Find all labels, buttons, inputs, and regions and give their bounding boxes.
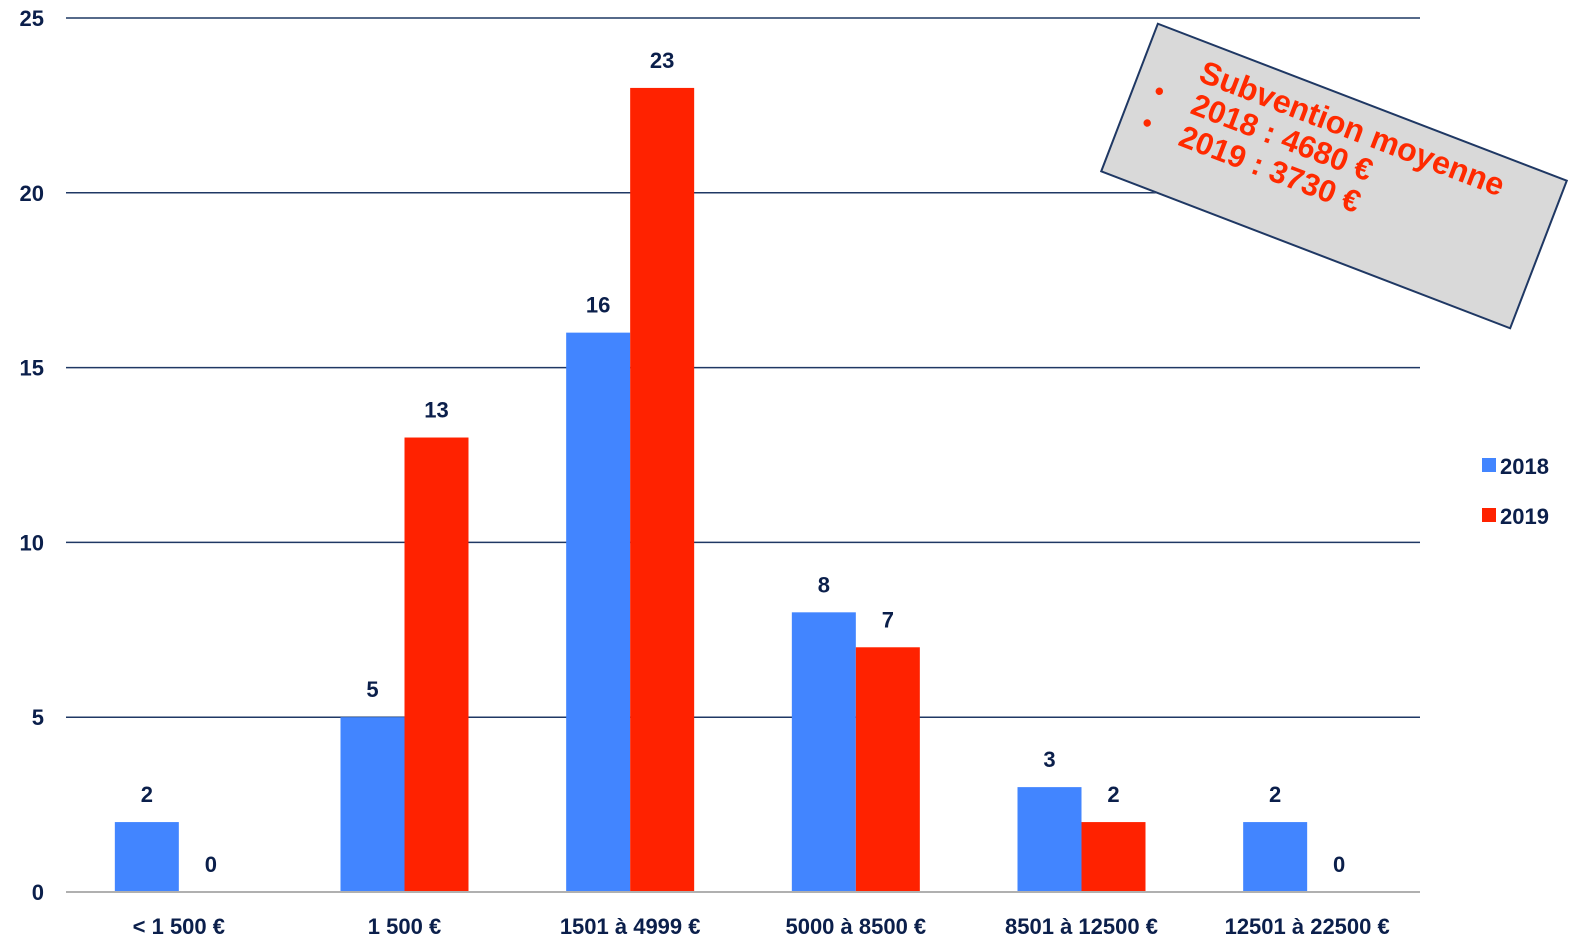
y-tick-label: 10 bbox=[20, 530, 44, 555]
data-label-2019: 7 bbox=[882, 607, 894, 632]
legend: 2018 2019 bbox=[1482, 454, 1549, 529]
bar-2018 bbox=[1017, 787, 1082, 892]
bullet-icon: • bbox=[1137, 106, 1157, 139]
data-label-2019: 0 bbox=[205, 852, 217, 877]
bar-2018 bbox=[114, 822, 179, 892]
x-tick-label: < 1 500 € bbox=[133, 914, 225, 939]
bar-2019 bbox=[630, 87, 695, 893]
legend-swatch-2018 bbox=[1482, 458, 1496, 472]
y-tick-label: 25 bbox=[20, 6, 44, 31]
bar-2019 bbox=[404, 437, 469, 892]
bar-2018 bbox=[340, 717, 405, 892]
data-label-2019: 0 bbox=[1333, 852, 1345, 877]
data-label-2019: 2 bbox=[1107, 782, 1119, 807]
bar-2018 bbox=[1243, 822, 1308, 892]
data-label-2018: 16 bbox=[586, 293, 610, 318]
x-tick-label: 12501 à 22500 € bbox=[1225, 914, 1390, 939]
data-label-2018: 5 bbox=[366, 677, 378, 702]
bar-2018 bbox=[791, 612, 856, 892]
x-tick-label: 5000 à 8500 € bbox=[785, 914, 926, 939]
x-tick-label: 1 500 € bbox=[368, 914, 441, 939]
data-label-2018: 3 bbox=[1043, 747, 1055, 772]
y-tick-label: 15 bbox=[20, 356, 44, 381]
data-labels: 2 0 5 13 16 23 8 7 3 2 2 0 bbox=[141, 48, 1346, 877]
bullet-icon: • bbox=[1149, 75, 1170, 107]
legend-label-2018: 2018 bbox=[1500, 454, 1549, 479]
x-tick-label: 1501 à 4999 € bbox=[560, 914, 701, 939]
x-tick-label: 8501 à 12500 € bbox=[1005, 914, 1158, 939]
y-tick-label: 0 bbox=[32, 880, 44, 905]
y-tick-label: 20 bbox=[20, 181, 44, 206]
y-tick-label: 5 bbox=[32, 705, 44, 730]
data-label-2019: 13 bbox=[424, 398, 448, 423]
bar-2019 bbox=[1081, 822, 1146, 892]
bar-2019 bbox=[855, 647, 920, 892]
legend-swatch-2019 bbox=[1482, 508, 1496, 522]
bar-2018 bbox=[566, 332, 631, 892]
data-label-2018: 8 bbox=[818, 572, 830, 597]
data-label-2019: 23 bbox=[650, 48, 674, 73]
data-label-2018: 2 bbox=[1269, 782, 1281, 807]
legend-label-2019: 2019 bbox=[1500, 504, 1549, 529]
bars bbox=[114, 87, 1308, 893]
data-label-2018: 2 bbox=[141, 782, 153, 807]
